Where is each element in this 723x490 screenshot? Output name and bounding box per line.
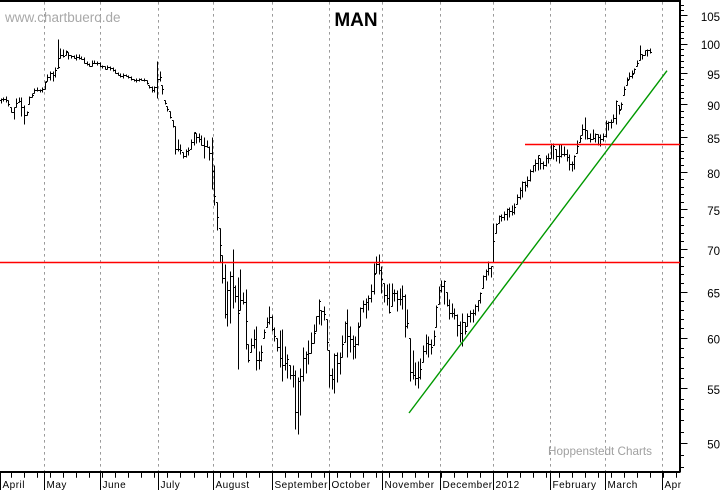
svg-text:April: April: [3, 480, 26, 490]
svg-text:105: 105: [701, 12, 720, 24]
svg-text:65: 65: [707, 289, 720, 301]
svg-text:October: October: [332, 480, 371, 490]
svg-text:September: September: [275, 480, 329, 490]
svg-text:Apr: Apr: [665, 480, 682, 490]
svg-text:75: 75: [707, 206, 720, 218]
svg-text:www.chartbuero.de: www.chartbuero.de: [4, 10, 121, 25]
svg-text:55: 55: [707, 385, 720, 397]
svg-text:July: July: [161, 480, 181, 490]
svg-text:60: 60: [707, 335, 720, 347]
svg-text:May: May: [47, 480, 67, 490]
svg-text:MAN: MAN: [334, 10, 377, 31]
svg-text:50: 50: [707, 440, 720, 452]
svg-text:100: 100: [701, 40, 720, 52]
svg-text:November: November: [385, 480, 435, 490]
svg-text:March: March: [608, 480, 638, 490]
svg-text:2012: 2012: [496, 480, 520, 490]
svg-text:Hoppenstedt Charts: Hoppenstedt Charts: [548, 445, 652, 458]
svg-text:85: 85: [707, 134, 720, 146]
svg-text:80: 80: [707, 169, 720, 181]
svg-text:August: August: [216, 480, 250, 490]
svg-text:70: 70: [707, 246, 720, 258]
svg-text:February: February: [553, 480, 597, 490]
svg-text:June: June: [103, 480, 127, 490]
svg-text:95: 95: [707, 70, 720, 82]
svg-text:December: December: [443, 480, 493, 490]
svg-text:90: 90: [707, 101, 720, 113]
